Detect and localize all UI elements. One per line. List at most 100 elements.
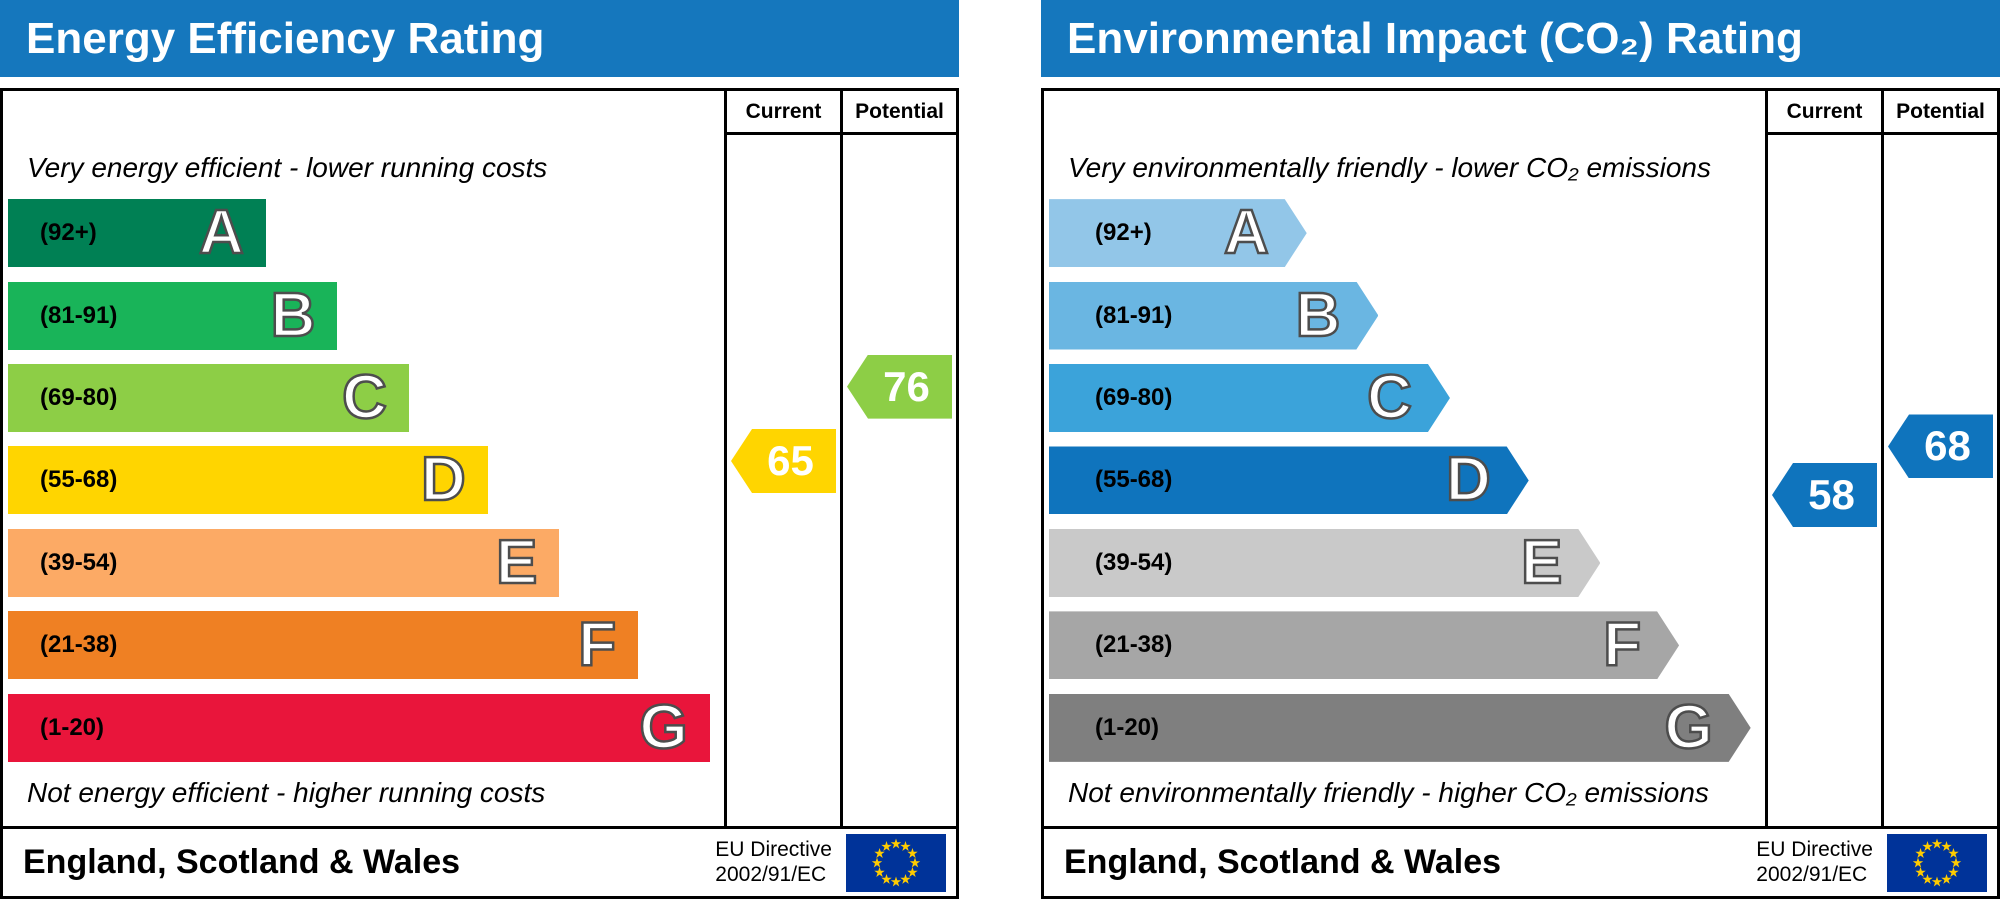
- band-row-d: (55-68) D: [1049, 446, 1765, 514]
- band-range-label: (69-80): [40, 384, 118, 411]
- band-range-label: (21-38): [1095, 631, 1173, 659]
- eu-directive-label: EU Directive 2002/91/EC: [715, 838, 832, 886]
- table-body: Very environmentally friendly - lower CO…: [1044, 135, 1997, 826]
- band-row-d: (55-68) D: [8, 445, 724, 515]
- band-range-label: (81-91): [1095, 301, 1173, 329]
- co2-panel-title: Environmental Impact (CO₂) Rating: [1067, 13, 1803, 63]
- eu-directive-line1: EU Directive: [1756, 838, 1873, 862]
- top-caption: Very energy efficient - lower running co…: [27, 152, 548, 183]
- band-bar-g: (1-20) G: [1049, 694, 1751, 762]
- region-label: England, Scotland & Wales: [1064, 843, 1502, 881]
- bottom-caption: Not energy efficient - higher running co…: [27, 777, 546, 809]
- table-body: Very energy efficient - lower running co…: [3, 135, 956, 826]
- band-letter: D: [1445, 445, 1491, 515]
- potential-rating-value: 68: [1924, 422, 1971, 470]
- band-row-b: (81-91) B: [1049, 282, 1765, 350]
- band-letter: C: [341, 363, 388, 432]
- band-range-label: (55-68): [1095, 466, 1173, 494]
- band-letter: F: [1603, 610, 1642, 680]
- band-letter: C: [1367, 363, 1412, 432]
- band-range-label: (1-20): [1095, 713, 1160, 741]
- band-row-c: (69-80) C: [8, 364, 724, 432]
- rating-bands: (92+) A (81-91) B (69-80) C (55-68) D (39-54…: [3, 185, 724, 777]
- band-row-g: (1-20) G: [8, 692, 724, 762]
- potential-column-header: Potential: [840, 91, 956, 135]
- band-range-label: (92+): [40, 219, 97, 247]
- band-row-e: (39-54) E: [1049, 529, 1765, 597]
- band-row-a: (92+) A: [8, 198, 724, 268]
- band-letter: A: [1223, 198, 1269, 268]
- band-bar-a: (92+) A: [8, 198, 266, 268]
- band-row-f: (21-38) F: [8, 610, 724, 680]
- band-bar-c: (69-80) C: [1049, 364, 1450, 432]
- co2-title-bar: Environmental Impact (CO₂) Rating: [1041, 0, 2000, 77]
- band-letter: A: [198, 198, 245, 268]
- band-row-a: (92+) A: [1049, 199, 1765, 267]
- band-bar-f: (21-38) F: [1049, 611, 1679, 679]
- environmental-impact-panel: Environmental Impact (CO₂) Rating Curren…: [1041, 0, 2000, 899]
- band-range-label: (39-54): [1095, 548, 1173, 576]
- band-letter: E: [1520, 527, 1563, 597]
- band-bar-e: (39-54) E: [8, 527, 560, 597]
- eu-directive-line2: 2002/91/EC: [1756, 862, 1868, 886]
- band-row-f: (21-38) F: [1049, 611, 1765, 679]
- table-header-spacer: [3, 91, 724, 135]
- energy-rating-table: Current Potential Very energy efficient …: [0, 88, 959, 899]
- band-letter: G: [638, 692, 689, 762]
- band-letter: D: [420, 445, 467, 515]
- eu-flag-icon: [1887, 833, 1987, 892]
- table-header-spacer: [1044, 91, 1765, 135]
- band-letter: F: [577, 610, 617, 680]
- band-range-label: (21-38): [40, 631, 118, 659]
- region-label: England, Scotland & Wales: [23, 843, 461, 881]
- band-bar-a: (92+) A: [1049, 199, 1307, 267]
- eu-directive-line1: EU Directive: [715, 838, 832, 862]
- band-range-label: (69-80): [1095, 384, 1173, 411]
- potential-column: 68: [1881, 135, 1997, 826]
- eu-directive-line2: 2002/91/EC: [715, 862, 827, 886]
- eu-directive-label: EU Directive 2002/91/EC: [1756, 838, 1873, 886]
- top-caption: Very environmentally friendly - lower CO…: [1068, 152, 1711, 183]
- potential-rating-arrow: 76: [847, 354, 952, 419]
- band-letter: B: [269, 280, 316, 350]
- energy-rating-scale: Very energy efficient - lower running co…: [3, 135, 724, 826]
- band-bar-b: (81-91) B: [8, 280, 338, 350]
- band-letter: B: [1295, 280, 1341, 350]
- current-column: 58: [1765, 135, 1881, 826]
- band-bar-c: (69-80) C: [8, 364, 409, 432]
- band-range-label: (55-68): [40, 466, 118, 494]
- band-bar-d: (55-68) D: [8, 445, 488, 515]
- current-column: 65: [724, 135, 840, 826]
- band-range-label: (1-20): [40, 713, 105, 741]
- co2-rating-table: Current Potential Very environmentally f…: [1041, 88, 2000, 899]
- band-row-g: (1-20) G: [1049, 694, 1765, 762]
- potential-column: 76: [840, 135, 956, 826]
- table-header-row: Current Potential: [3, 91, 956, 135]
- rating-bands: (92+) A (81-91) B (69-80) C (55-68) D (39-54…: [1044, 185, 1765, 777]
- table-footer: England, Scotland & Wales EU Directive 2…: [1044, 826, 1997, 896]
- current-rating-value: 65: [767, 437, 814, 485]
- energy-efficiency-panel: Energy Efficiency Rating Current Potenti…: [0, 0, 959, 899]
- band-range-label: (81-91): [40, 301, 118, 329]
- energy-title-bar: Energy Efficiency Rating: [0, 0, 959, 77]
- table-footer: England, Scotland & Wales EU Directive 2…: [3, 826, 956, 896]
- current-rating-value: 58: [1808, 471, 1855, 519]
- band-bar-f: (21-38) F: [8, 610, 639, 680]
- bottom-caption: Not environmentally friendly - higher CO…: [1068, 777, 1709, 809]
- band-bar-d: (55-68) D: [1049, 446, 1529, 514]
- current-column-header: Current: [724, 91, 840, 135]
- co2-rating-scale: Very environmentally friendly - lower CO…: [1044, 135, 1765, 826]
- band-letter: E: [495, 527, 539, 597]
- current-column-header: Current: [1765, 91, 1881, 135]
- band-row-c: (69-80) C: [1049, 364, 1765, 432]
- potential-rating-value: 76: [883, 362, 930, 410]
- current-rating-arrow: 58: [1772, 463, 1877, 528]
- band-bar-b: (81-91) B: [1049, 282, 1378, 350]
- band-bar-g: (1-20) G: [8, 692, 710, 762]
- energy-panel-title: Energy Efficiency Rating: [26, 13, 545, 63]
- band-bar-e: (39-54) E: [1049, 529, 1600, 597]
- table-header-row: Current Potential: [1044, 91, 1997, 135]
- current-rating-arrow: 65: [731, 429, 836, 494]
- band-row-b: (81-91) B: [8, 280, 724, 350]
- potential-rating-arrow: 68: [1888, 414, 1993, 479]
